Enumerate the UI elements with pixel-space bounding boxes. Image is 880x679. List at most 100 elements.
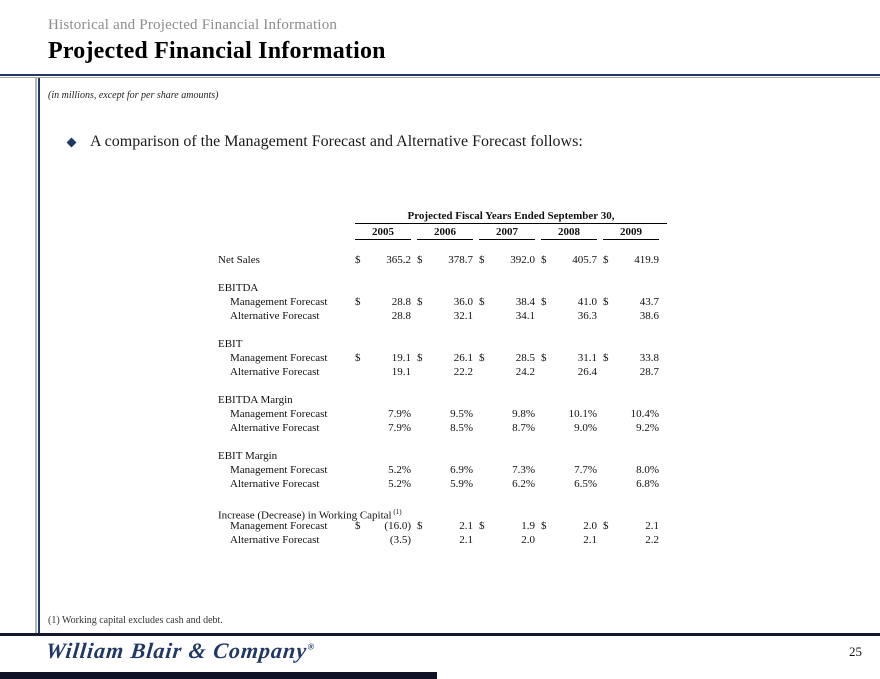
cell-group: 26.4: [541, 365, 603, 379]
cell-group: 7.7%: [541, 463, 603, 477]
cell-group: 34.1: [479, 309, 541, 323]
footer-rule: [0, 633, 880, 636]
currency-symbol: $: [479, 352, 485, 364]
title-rule: [0, 74, 880, 76]
cell-value: 6.5%: [574, 478, 597, 490]
footnote: (1) Working capital excludes cash and de…: [48, 615, 223, 626]
cell-value: 28.7: [639, 366, 659, 378]
table-data-row: Alternative Forecast 28.8 32.1 34.1 36.3 38.6: [218, 309, 670, 323]
cell-value: 26.4: [577, 366, 597, 378]
cell-group: $36.0: [417, 295, 479, 309]
cell-value: 405.7: [572, 254, 597, 266]
cell-group: 5.2%: [355, 477, 417, 491]
cell-group: 19.1: [355, 365, 417, 379]
cell-group: 8.7%: [479, 421, 541, 435]
year-header: 2005: [355, 226, 417, 240]
cell-group: $ (16.0): [355, 519, 417, 533]
left-frame-rule-navy: [38, 78, 40, 633]
diamond-bullet-icon: [66, 137, 77, 148]
cell-group: 10.1%: [541, 407, 603, 421]
cell-value: 28.5: [515, 352, 535, 364]
currency-symbol: $: [603, 352, 609, 364]
cell-group: $2.1: [417, 519, 479, 533]
table-section-row: Increase (Decrease) in Working Capital (…: [218, 505, 670, 522]
cell-group: 5.9%: [417, 477, 479, 491]
table-data-row: Management Forecast $19.1 $26.1 $28.5 $31.1 $…: [218, 351, 670, 365]
row-label: EBIT: [218, 338, 243, 350]
currency-symbol: $: [541, 520, 547, 532]
cell-group: 2.1: [541, 533, 603, 547]
cell-group: 9.2%: [603, 421, 665, 435]
cell-value: 7.7%: [574, 464, 597, 476]
year-header: 2007: [479, 226, 541, 240]
cell-group: 10.4%: [603, 407, 665, 421]
cell-value: 8.7%: [512, 422, 535, 434]
bullet-item: A comparison of the Management Forecast …: [66, 133, 583, 151]
table-spacer: [218, 323, 670, 337]
row-label: Alternative Forecast: [230, 310, 320, 322]
row-label: Net Sales: [218, 254, 260, 266]
table-section-row: EBITDA: [218, 281, 670, 295]
table-data-row: Management Forecast $ (16.0) $2.1 $1.9 $2.0 $2…: [218, 519, 670, 533]
table-data-row: Management Forecast 7.9% 9.5% 9.8% 10.1% 10.4…: [218, 407, 670, 421]
currency-symbol: $: [603, 296, 609, 308]
cell-value: 6.2%: [512, 478, 535, 490]
cell-group: $19.1: [355, 351, 417, 365]
cell-group: $365.2: [355, 253, 417, 267]
currency-symbol: $: [417, 254, 423, 266]
units-note: (in millions, except for per share amoun…: [48, 90, 219, 101]
cell-value: 2.0: [583, 520, 597, 532]
table-data-row: Alternative Forecast (3.5) 2.1 2.0 2.1 2.2: [218, 533, 670, 547]
cell-value: 38.6: [639, 310, 659, 322]
row-label: Increase (Decrease) in Working Capital (…: [218, 508, 402, 522]
table-data-row: Alternative Forecast 7.9% 8.5% 8.7% 9.0% 9.2%: [218, 421, 670, 435]
table-data-row: Management Forecast 5.2% 6.9% 7.3% 7.7% 8.0%: [218, 463, 670, 477]
company-logo-text: William Blair & Company: [44, 638, 309, 663]
cell-group: 7.9%: [355, 407, 417, 421]
currency-symbol: $: [417, 520, 423, 532]
cell-value: (3.5): [389, 534, 411, 546]
cell-value: 8.5%: [450, 422, 473, 434]
cell-group: 28.8: [355, 309, 417, 323]
cell-value: 6.8%: [636, 478, 659, 490]
currency-symbol: $: [355, 296, 361, 308]
cell-group: $31.1: [541, 351, 603, 365]
currency-symbol: $: [355, 520, 361, 532]
table-year-headers: 2005 2006 2007 2008 2009: [355, 226, 670, 240]
currency-symbol: $: [417, 352, 423, 364]
cell-group: 28.7: [603, 365, 665, 379]
cell-value: 419.9: [634, 254, 659, 266]
cell-value: 36.0: [453, 296, 473, 308]
cell-value: 5.2%: [388, 478, 411, 490]
cell-group: 36.3: [541, 309, 603, 323]
year-header: 2009: [603, 226, 665, 240]
section-eyebrow: Historical and Projected Financial Infor…: [48, 17, 338, 33]
cell-value: 1.9: [521, 520, 535, 532]
table-spacer: [218, 435, 670, 449]
cell-value: 9.5%: [450, 408, 473, 420]
table-spanner-header: Projected Fiscal Years Ended September 3…: [355, 210, 667, 224]
row-label: Management Forecast: [230, 464, 328, 476]
table-spacer: [218, 267, 670, 281]
cell-value: 9.8%: [512, 408, 535, 420]
cell-group: $41.0: [541, 295, 603, 309]
cell-value: 9.0%: [574, 422, 597, 434]
cell-group: 5.2%: [355, 463, 417, 477]
cell-group: 9.5%: [417, 407, 479, 421]
cell-value: 9.2%: [636, 422, 659, 434]
cell-value: 8.0%: [636, 464, 659, 476]
bullet-text: A comparison of the Management Forecast …: [90, 133, 583, 150]
cell-group: 24.2: [479, 365, 541, 379]
cell-group: (3.5): [355, 533, 417, 547]
cell-value: 19.1: [391, 352, 411, 364]
cell-group: $26.1: [417, 351, 479, 365]
cell-group: $28.8: [355, 295, 417, 309]
cell-group: $405.7: [541, 253, 603, 267]
cell-value: 2.1: [459, 520, 473, 532]
currency-symbol: $: [603, 254, 609, 266]
currency-symbol: $: [417, 296, 423, 308]
cell-group: 2.0: [479, 533, 541, 547]
table-spacer: [218, 491, 670, 505]
cell-group: 32.1: [417, 309, 479, 323]
footer-brand-bar: [0, 672, 437, 679]
